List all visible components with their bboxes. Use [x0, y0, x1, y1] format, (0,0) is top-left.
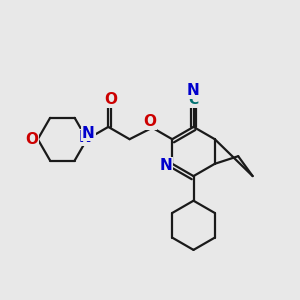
Text: N: N [82, 126, 95, 141]
Text: O: O [143, 114, 156, 129]
Text: N: N [187, 83, 200, 98]
Text: C: C [188, 93, 199, 107]
Text: N: N [159, 158, 172, 173]
Text: O: O [25, 132, 38, 147]
Text: O: O [104, 92, 117, 107]
Text: N: N [78, 130, 91, 145]
